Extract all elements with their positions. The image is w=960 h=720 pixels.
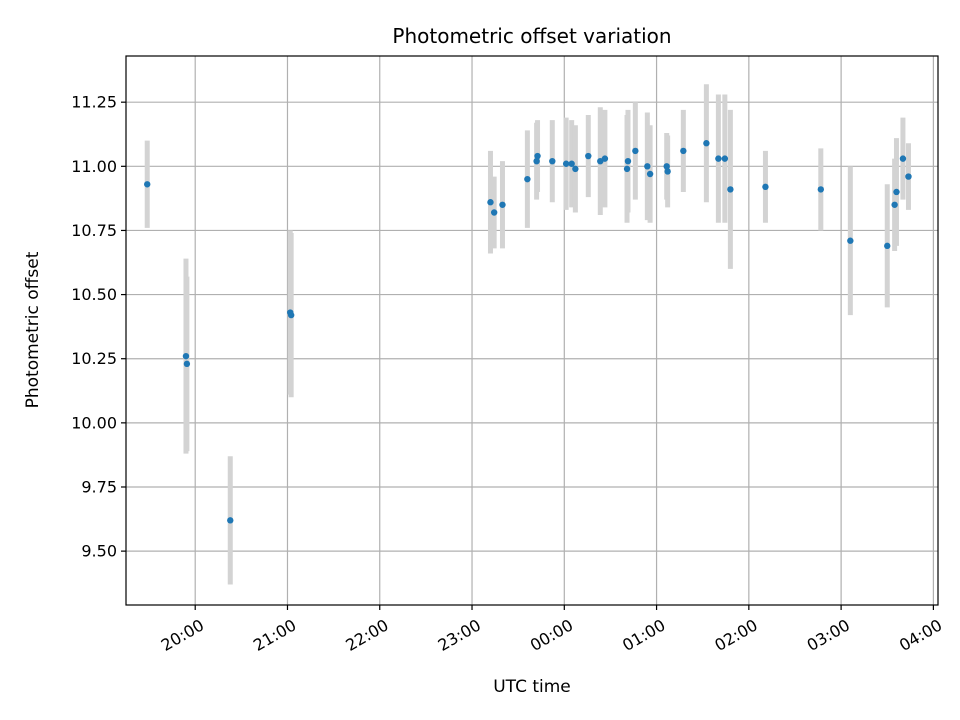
data-point bbox=[762, 183, 769, 191]
data-point bbox=[644, 163, 651, 170]
y-tick-label: 10.25 bbox=[71, 349, 117, 368]
data-point bbox=[568, 160, 575, 167]
data-point bbox=[227, 517, 234, 524]
data-point bbox=[549, 157, 556, 165]
y-axis-label: Photometric offset bbox=[23, 251, 43, 408]
data-point bbox=[646, 170, 654, 178]
data-point bbox=[884, 242, 891, 250]
data-point bbox=[905, 173, 912, 180]
data-point bbox=[680, 147, 687, 155]
data-point bbox=[663, 163, 670, 170]
data-point bbox=[287, 311, 295, 319]
data-point bbox=[817, 186, 825, 193]
x-axis-label: UTC time bbox=[493, 677, 571, 697]
data-point bbox=[499, 201, 506, 208]
data-point bbox=[144, 181, 151, 188]
grid-lines bbox=[126, 56, 938, 605]
data-point bbox=[727, 186, 734, 193]
data-point bbox=[623, 165, 631, 173]
y-tick-label: 11.25 bbox=[71, 93, 117, 112]
plot-area-frame bbox=[125, 55, 939, 606]
y-tick-label: 10.75 bbox=[71, 221, 117, 240]
data-point bbox=[182, 352, 190, 360]
data-point bbox=[572, 165, 579, 173]
y-tick-label: 9.75 bbox=[81, 477, 117, 496]
data-point bbox=[847, 237, 854, 244]
y-tick-label: 10.00 bbox=[71, 413, 117, 432]
y-tick-label: 10.50 bbox=[71, 285, 117, 304]
y-tick-label: 11.00 bbox=[71, 157, 117, 176]
data-point bbox=[721, 155, 729, 162]
data-point bbox=[703, 140, 710, 147]
data-point bbox=[533, 157, 540, 165]
data-point bbox=[715, 155, 722, 162]
y-tick-label: 9.50 bbox=[81, 542, 117, 561]
data-point bbox=[632, 147, 639, 155]
chart-title: Photometric offset variation bbox=[392, 24, 671, 48]
data-point bbox=[524, 175, 531, 183]
data-point bbox=[534, 152, 541, 160]
data-points bbox=[144, 140, 912, 524]
data-point bbox=[585, 152, 592, 160]
data-point bbox=[664, 168, 671, 175]
data-point bbox=[183, 360, 191, 368]
y-axis-ticks: 9.50 9.75 10.00 10.25 10.50 10.75 11.00 11.25 bbox=[71, 93, 126, 561]
data-point bbox=[893, 188, 900, 196]
data-point bbox=[562, 160, 570, 167]
data-point bbox=[624, 157, 632, 165]
data-point bbox=[601, 155, 609, 162]
data-point bbox=[891, 201, 898, 208]
data-point bbox=[487, 199, 494, 206]
data-point bbox=[899, 155, 907, 162]
data-point bbox=[490, 209, 498, 216]
